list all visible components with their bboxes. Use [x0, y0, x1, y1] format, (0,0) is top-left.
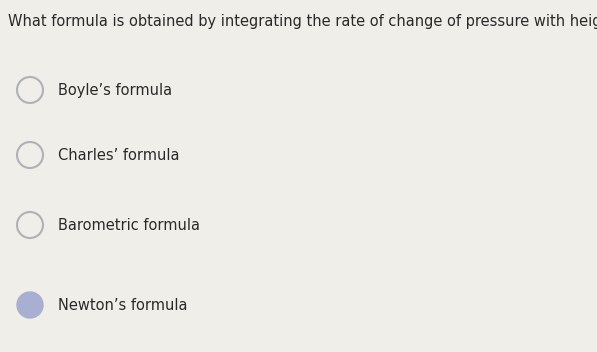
Ellipse shape: [17, 77, 43, 103]
Text: Charles’ formula: Charles’ formula: [58, 147, 180, 163]
Text: Boyle’s formula: Boyle’s formula: [58, 82, 172, 98]
Ellipse shape: [17, 212, 43, 238]
Ellipse shape: [17, 292, 43, 318]
Text: What formula is obtained by integrating the rate of change of pressure with heig: What formula is obtained by integrating …: [8, 14, 597, 29]
Text: Newton’s formula: Newton’s formula: [58, 297, 187, 313]
Ellipse shape: [17, 142, 43, 168]
Text: Barometric formula: Barometric formula: [58, 218, 200, 233]
